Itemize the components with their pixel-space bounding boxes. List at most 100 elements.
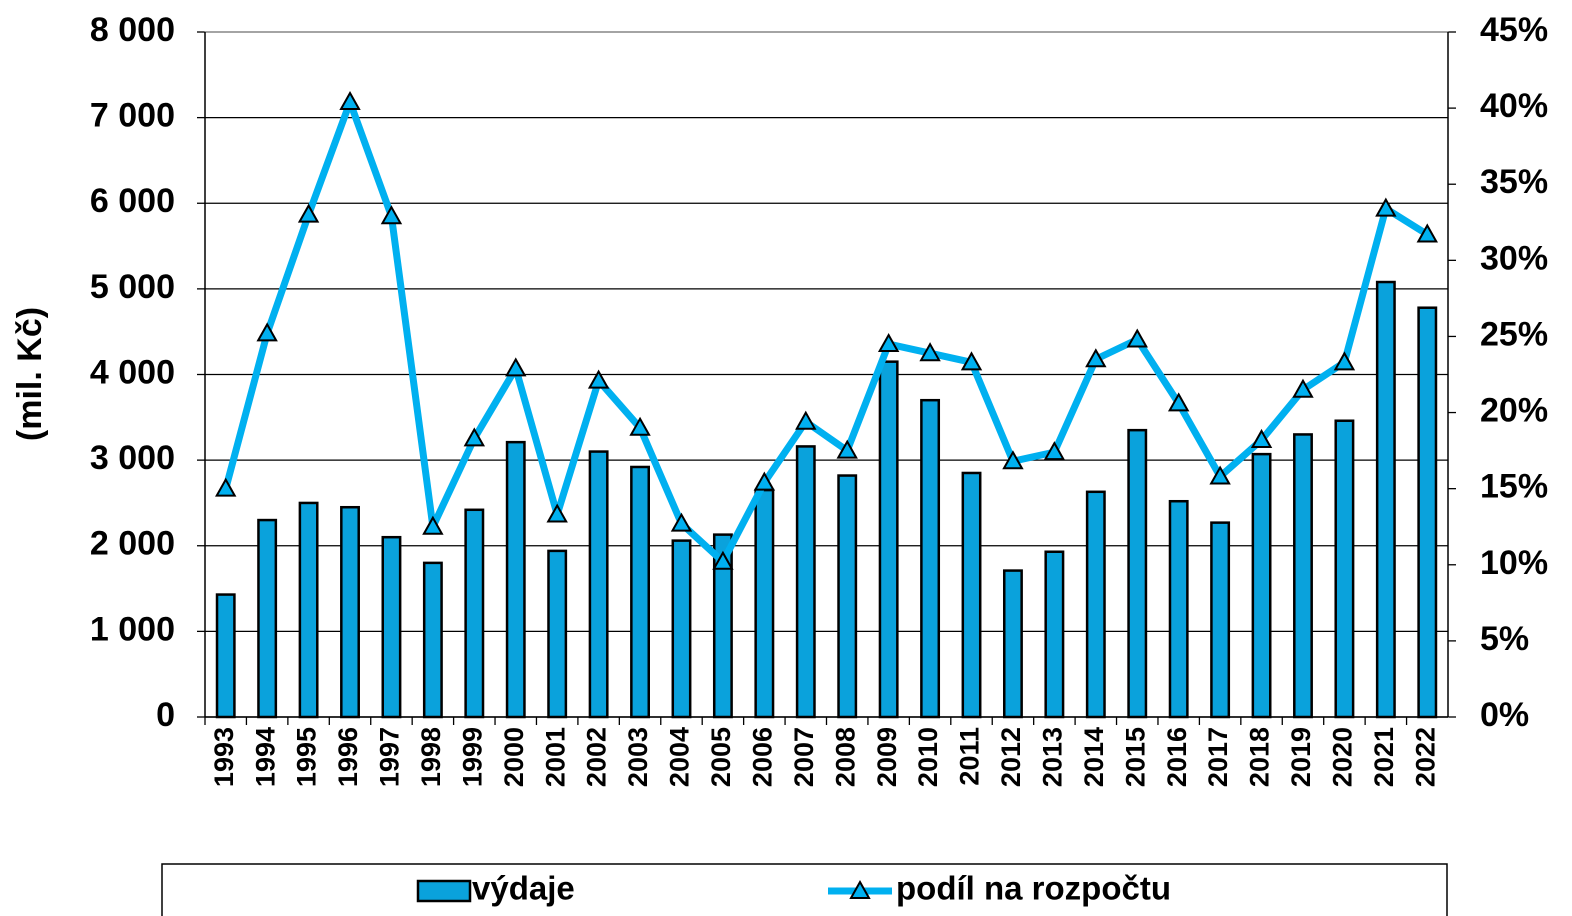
- bar: [712, 533, 733, 719]
- bar: [381, 535, 402, 719]
- x-tick-label: 2015: [1120, 727, 1150, 787]
- line-marker: [297, 203, 320, 223]
- x-tick-label: 2014: [1079, 727, 1109, 787]
- line-marker: [1085, 348, 1107, 368]
- line-marker: [1126, 328, 1148, 348]
- line-marker: [670, 512, 693, 532]
- bar: [464, 508, 485, 719]
- y-tick-label: 6 000: [90, 182, 175, 220]
- line-marker: [1209, 465, 1231, 485]
- line-marker: [1167, 392, 1190, 412]
- y2-tick-label: 10%: [1480, 544, 1548, 582]
- x-tick-label: 2003: [623, 727, 653, 787]
- x-tick-label: 2022: [1410, 727, 1440, 787]
- bar: [1251, 452, 1272, 719]
- line-marker: [463, 427, 486, 447]
- x-tick-label: 2021: [1369, 727, 1399, 787]
- y2-tick-label: 25%: [1480, 315, 1548, 353]
- y2-tick-label: 5%: [1480, 620, 1529, 658]
- bar: [1417, 306, 1438, 719]
- bar: [1210, 521, 1231, 719]
- bar: [215, 593, 236, 719]
- x-tick-label: 2002: [582, 727, 612, 787]
- line-marker: [877, 333, 900, 353]
- x-tick-label: 1997: [375, 727, 405, 787]
- line-marker: [380, 205, 403, 225]
- line-marker: [1416, 223, 1438, 243]
- bar: [1293, 433, 1313, 719]
- y-tick-label: 2 000: [90, 525, 175, 563]
- x-tick-label: 2010: [913, 727, 943, 787]
- y2-tick-label: 30%: [1480, 239, 1548, 277]
- x-tick-label: 2013: [1038, 727, 1068, 787]
- x-tick-label: 1993: [209, 727, 239, 787]
- y2-tick-label: 35%: [1480, 163, 1548, 201]
- legend-swatch-marker: [849, 879, 871, 899]
- line-marker: [505, 357, 527, 377]
- y-tick-label: 1 000: [90, 610, 175, 648]
- x-tick-label: 2008: [830, 727, 860, 787]
- x-tick-label: 2019: [1286, 727, 1316, 787]
- line-marker: [339, 90, 361, 111]
- bar: [837, 474, 858, 719]
- y-tick-label: 8 000: [90, 11, 175, 49]
- line-marker: [1292, 378, 1314, 398]
- x-tick-label: 2018: [1245, 727, 1275, 787]
- bar: [920, 398, 941, 719]
- bar: [505, 440, 526, 719]
- line-marker: [256, 322, 278, 342]
- x-tick-label: 2005: [706, 727, 736, 787]
- y-tick-label: 0: [156, 696, 175, 734]
- bar: [422, 561, 443, 719]
- x-tick-label: 2017: [1203, 727, 1233, 787]
- legend-label: výdaje: [472, 870, 575, 907]
- y2-tick-label: 45%: [1480, 11, 1548, 49]
- line-marker: [753, 471, 776, 491]
- x-tick-label: 2020: [1328, 727, 1358, 787]
- x-tick-label: 2007: [789, 727, 819, 787]
- x-tick-label: 2004: [665, 727, 695, 787]
- line-marker: [960, 351, 983, 371]
- line-marker: [795, 410, 817, 430]
- bar: [671, 539, 692, 719]
- x-tick-label: 2001: [540, 727, 570, 787]
- x-tick-label: 2009: [872, 727, 902, 787]
- bar: [588, 450, 609, 719]
- y-axis-label: (mil. Kč): [11, 307, 49, 441]
- line-marker: [919, 342, 941, 362]
- bar: [1375, 280, 1396, 719]
- line-marker: [422, 515, 444, 535]
- x-tick-label: 2016: [1162, 727, 1192, 787]
- line-marker: [1043, 441, 1066, 461]
- bar: [298, 501, 319, 719]
- line-marker: [836, 439, 858, 459]
- x-tick-label: 2000: [499, 727, 529, 787]
- y2-tick-label: 20%: [1480, 392, 1548, 430]
- bar: [630, 465, 651, 719]
- x-tick-label: 1996: [333, 727, 363, 787]
- x-tick-label: 1998: [416, 727, 446, 787]
- bar: [340, 505, 360, 719]
- bar: [754, 488, 775, 719]
- y2-tick-label: 40%: [1480, 87, 1548, 125]
- line-marker: [215, 477, 237, 497]
- bar: [878, 360, 899, 719]
- legend-label: podíl na rozpočtu: [896, 870, 1171, 907]
- bar: [795, 445, 816, 719]
- x-tick-label: 2006: [747, 727, 777, 787]
- bar: [1334, 419, 1355, 719]
- line-marker: [587, 369, 610, 389]
- bar: [1168, 499, 1189, 719]
- y-tick-label: 5 000: [90, 268, 175, 306]
- line-marker: [546, 503, 568, 523]
- bar: [547, 549, 568, 719]
- line-marker: [1333, 351, 1356, 371]
- y2-tick-label: 15%: [1480, 468, 1548, 506]
- bar: [1044, 550, 1065, 719]
- x-tick-label: 1995: [292, 727, 322, 787]
- y-tick-label: 4 000: [90, 353, 175, 391]
- y-tick-label: 7 000: [90, 97, 175, 135]
- bar: [257, 518, 278, 719]
- bar: [961, 471, 982, 719]
